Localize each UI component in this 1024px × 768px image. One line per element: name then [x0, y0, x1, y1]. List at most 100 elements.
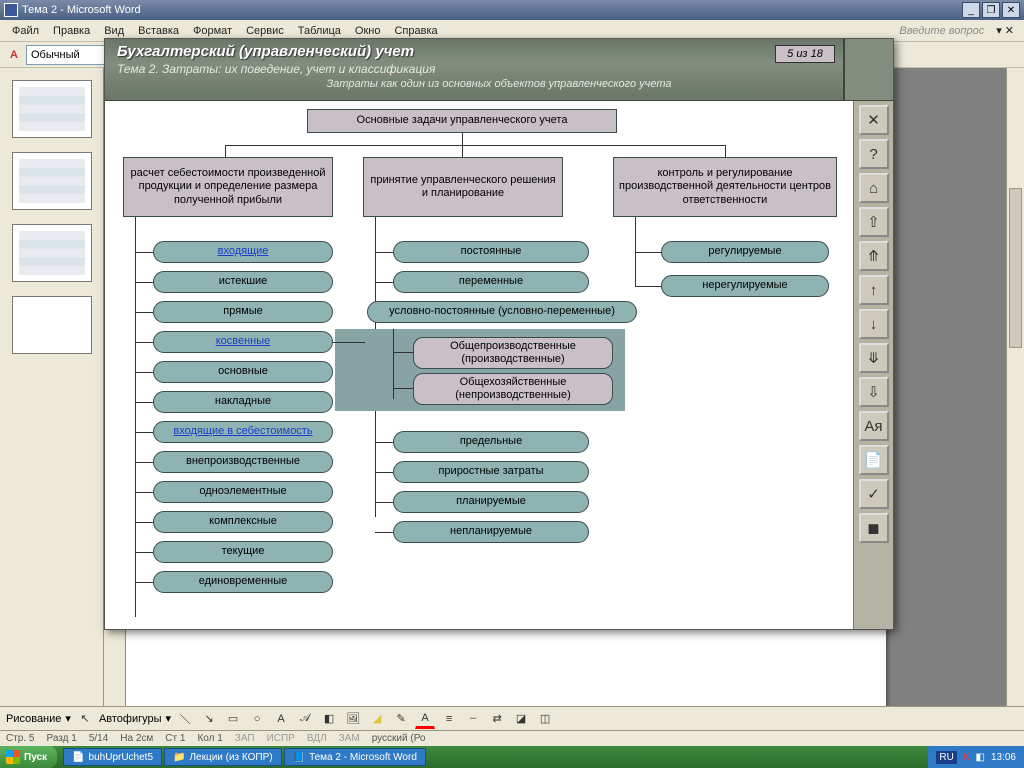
arrows-icon[interactable]: ⇄	[487, 709, 507, 729]
col3-leaf-0: регулируемые	[661, 241, 829, 263]
thumb-3[interactable]	[12, 152, 92, 210]
menu-window[interactable]: Окно	[349, 23, 387, 39]
taskbar: Пуск 📄 buhUprUchet5 📁Лекции (из КОПР) 📘Те…	[0, 746, 1024, 768]
status-ext: ВДЛ	[307, 733, 327, 744]
start-button[interactable]: Пуск	[0, 746, 57, 768]
task-1-icon: 📁	[173, 752, 185, 763]
ov-text-button[interactable]: Ая	[859, 411, 889, 441]
menu-chevron[interactable]: ▾ ✕	[992, 24, 1018, 37]
tray-lang[interactable]: RU	[936, 751, 956, 764]
col1-leaf-6[interactable]: входящие в себестоимость	[153, 421, 333, 443]
ov-prev-section-button[interactable]: ⤊	[859, 241, 889, 271]
menu-view[interactable]: Вид	[98, 23, 130, 39]
col1-leaf-0-label: входящие	[218, 245, 269, 258]
3d-icon[interactable]: ◫	[535, 709, 555, 729]
restore-button[interactable]: ❐	[982, 2, 1000, 18]
ov-first-button[interactable]: ⇧	[859, 207, 889, 237]
linecolor-icon[interactable]: ✎	[391, 709, 411, 729]
col1-leaf-3[interactable]: косвенные	[153, 331, 333, 353]
drawing-label[interactable]: Рисование	[6, 713, 61, 725]
drawing-chevron-icon[interactable]: ▾	[65, 712, 71, 725]
select-icon[interactable]: ↖	[75, 709, 95, 729]
menu-format[interactable]: Формат	[187, 23, 238, 39]
tray-av-icon[interactable]: K	[963, 752, 970, 763]
drawing-toolbar: Рисование ▾ ↖ Автофигуры ▾ ＼ ↘ ▭ ○ A 𝒜 ◧ 🖼…	[0, 706, 1024, 730]
style-label: Обычный	[31, 49, 80, 61]
overlay-subtitle: Тема 2. Затраты: их поведение, учет и кл…	[117, 62, 881, 76]
thumb-4[interactable]	[12, 224, 92, 282]
task-0[interactable]: 📄 buhUprUchet5	[63, 748, 162, 766]
col2c-leaf-0: предельные	[393, 431, 589, 453]
menu-help[interactable]: Справка	[388, 23, 443, 39]
rect-icon[interactable]: ▭	[223, 709, 243, 729]
diagram-icon[interactable]: ◧	[319, 709, 339, 729]
overlay-toolbar: ✕ ? ⌂ ⇧ ⤊ ↑ ↓ ⤋ ⇩ Ая 📄 ✓ ◼	[853, 101, 893, 629]
col1-leaf-0[interactable]: входящие	[153, 241, 333, 263]
task-2[interactable]: 📘Тема 2 - Microsoft Word	[284, 748, 426, 766]
fontcolor-icon[interactable]: A	[415, 709, 435, 729]
col2-head: принятие управленческого решения и плани…	[363, 157, 563, 217]
col2a-leaf-1: переменные	[393, 271, 589, 293]
thumb-2[interactable]	[12, 80, 92, 138]
ov-check-button[interactable]: ✓	[859, 479, 889, 509]
ov-stop-button[interactable]: ◼	[859, 513, 889, 543]
col1-leaf-10: текущие	[153, 541, 333, 563]
menu-file[interactable]: Файл	[6, 23, 45, 39]
ov-home-button[interactable]: ⌂	[859, 173, 889, 203]
ov-close-button[interactable]: ✕	[859, 105, 889, 135]
arrow-icon[interactable]: ↘	[199, 709, 219, 729]
close-button[interactable]: ✕	[1002, 2, 1020, 18]
overlay-title: Бухгалтерский (управленческий) учет	[117, 43, 881, 60]
ov-next-button[interactable]: ↓	[859, 309, 889, 339]
status-col: Кол 1	[197, 733, 222, 744]
ask-question-box[interactable]: Введите вопрос	[893, 23, 990, 39]
autoshapes-chevron-icon[interactable]: ▾	[166, 712, 172, 725]
titlebar: Тема 2 - Microsoft Word _ ❐ ✕	[0, 0, 1024, 20]
presentation-overlay: Бухгалтерский (управленческий) учет Тема…	[104, 38, 894, 630]
col3-head: контроль и регулирование производственно…	[613, 157, 837, 217]
line-icon[interactable]: ＼	[175, 709, 195, 729]
col1-leaf-3-label: косвенные	[216, 335, 271, 348]
tray-net-icon[interactable]: ◧	[976, 752, 985, 763]
col1-leaf-9: комплексные	[153, 511, 333, 533]
menu-edit[interactable]: Правка	[47, 23, 96, 39]
col2a-leaf-0: постоянные	[393, 241, 589, 263]
fill-icon[interactable]: ◢	[367, 709, 387, 729]
task-0-label: buhUprUchet5	[89, 752, 153, 763]
lineweight-icon[interactable]: ≡	[439, 709, 459, 729]
menu-table[interactable]: Таблица	[292, 23, 347, 39]
oval-icon[interactable]: ○	[247, 709, 267, 729]
thumb-5[interactable]	[12, 296, 92, 354]
wordart-icon[interactable]: 𝒜	[295, 709, 315, 729]
task-0-icon: 📄	[72, 752, 84, 763]
styles-pane-icon[interactable]: A	[4, 45, 24, 65]
menu-insert[interactable]: Вставка	[132, 23, 185, 39]
minimize-button[interactable]: _	[962, 2, 980, 18]
style-selector[interactable]: Обычный	[26, 45, 116, 65]
start-icon	[6, 750, 20, 764]
col1-leaf-4: основные	[153, 361, 333, 383]
clipart-icon[interactable]: 🖼	[343, 709, 363, 729]
ov-last-button[interactable]: ⇩	[859, 377, 889, 407]
autoshapes-label[interactable]: Автофигуры	[99, 713, 162, 725]
ov-help-button[interactable]: ?	[859, 139, 889, 169]
status-page: Стр. 5	[6, 733, 34, 744]
col2c-leaf-1: приростные затраты	[393, 461, 589, 483]
vertical-scrollbar[interactable]	[1006, 68, 1024, 708]
status-ovr: ЗАМ	[339, 733, 360, 744]
textbox-icon[interactable]: A	[271, 709, 291, 729]
menu-service[interactable]: Сервис	[240, 23, 290, 39]
col1-leaf-11: единовременные	[153, 571, 333, 593]
col2c-leaf-3: непланируемые	[393, 521, 589, 543]
task-1[interactable]: 📁Лекции (из КОПР)	[164, 748, 282, 766]
ov-next-section-button[interactable]: ⤋	[859, 343, 889, 373]
start-label: Пуск	[24, 752, 47, 763]
dash-icon[interactable]: ┄	[463, 709, 483, 729]
shadow-icon[interactable]: ◪	[511, 709, 531, 729]
ov-prev-button[interactable]: ↑	[859, 275, 889, 305]
scrollbar-thumb[interactable]	[1009, 188, 1022, 348]
col1-leaf-5: накладные	[153, 391, 333, 413]
col1-leaf-2: прямые	[153, 301, 333, 323]
status-pages: 5/14	[89, 733, 108, 744]
ov-notes-button[interactable]: 📄	[859, 445, 889, 475]
